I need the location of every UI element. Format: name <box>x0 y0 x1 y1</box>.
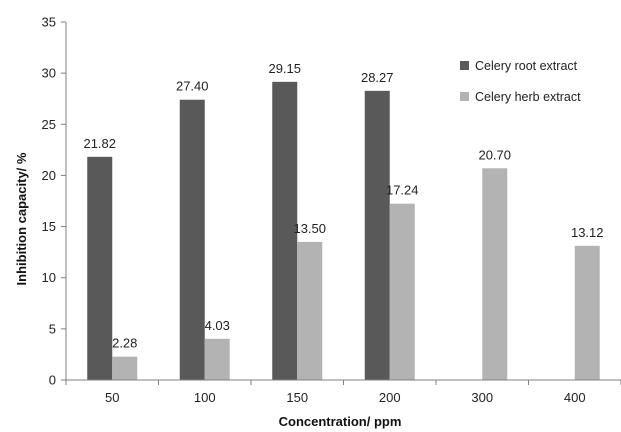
data-label: 17.24 <box>386 183 419 198</box>
data-label: 13.50 <box>293 221 326 236</box>
x-tick-label: 400 <box>564 390 586 405</box>
legend-label-celery-root: Celery root extract <box>475 59 578 73</box>
bar-celery-herb <box>574 245 600 380</box>
bar-celery-herb <box>204 338 230 380</box>
bar-celery-herb <box>482 168 508 380</box>
bar-celery-root <box>272 81 298 380</box>
x-tick-label: 50 <box>105 390 119 405</box>
data-label: 4.03 <box>205 318 230 333</box>
data-label: 28.27 <box>361 70 394 85</box>
y-axis-ticks: 0 5 10 15 20 25 30 35 <box>42 15 66 388</box>
legend-label-celery-herb: Celery herb extract <box>475 90 581 104</box>
y-tick-label: 10 <box>42 270 56 285</box>
x-tick-label: 300 <box>471 390 493 405</box>
x-axis-title: Concentration/ ppm <box>279 414 402 429</box>
data-label: 20.70 <box>478 147 511 162</box>
bar-celery-root <box>87 156 113 380</box>
data-label: 13.12 <box>571 225 604 240</box>
x-tick-label: 200 <box>379 390 401 405</box>
y-axis-title: Inhibition capacity/ % <box>14 152 29 285</box>
legend-swatch-celery-herb <box>460 92 469 101</box>
bar-celery-herb <box>297 241 323 380</box>
bar-series <box>87 81 600 380</box>
bar-celery-herb <box>112 356 138 380</box>
y-tick-label: 15 <box>42 219 56 234</box>
data-label: 2.28 <box>112 336 137 351</box>
bar-celery-root <box>179 99 205 380</box>
legend: Celery root extract Celery herb extract <box>460 59 581 104</box>
bar-celery-herb <box>389 203 415 380</box>
y-tick-label: 0 <box>49 373 56 388</box>
x-axis-ticks: 50 100 150 200 300 400 <box>65 380 621 405</box>
y-tick-label: 25 <box>42 117 56 132</box>
y-tick-label: 30 <box>42 66 56 81</box>
y-tick-label: 20 <box>42 168 56 183</box>
y-tick-label: 35 <box>42 15 56 30</box>
x-tick-label: 150 <box>286 390 308 405</box>
data-label: 21.82 <box>83 136 116 151</box>
data-label: 29.15 <box>268 61 301 76</box>
data-label: 27.40 <box>176 79 209 94</box>
x-tick-label: 100 <box>194 390 216 405</box>
legend-swatch-celery-root <box>460 61 469 70</box>
bar-celery-root <box>364 90 390 380</box>
y-tick-label: 5 <box>49 321 56 336</box>
data-labels: 21.82 27.40 29.15 28.27 2.28 4.03 13.50 17.24 20… <box>83 61 603 351</box>
